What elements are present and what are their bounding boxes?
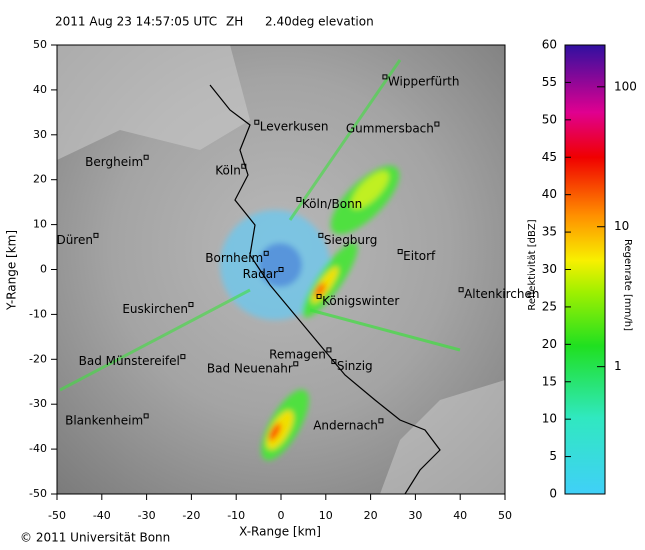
city-marker — [326, 347, 332, 353]
city-label: Sinzig — [337, 359, 373, 373]
colorbar-tick-label: 60 — [542, 38, 557, 52]
colorbar-tick-label: 30 — [542, 262, 557, 276]
city-marker — [434, 121, 440, 127]
y-axis-label: Y-Range [km] — [5, 230, 19, 311]
city-label: Bergheim — [85, 155, 143, 169]
city-marker — [143, 154, 149, 160]
y-tick-label: -50 — [29, 487, 47, 500]
city-label: Eitorf — [403, 249, 436, 263]
colorbar-tick-label: 10 — [542, 412, 557, 426]
city-marker — [382, 74, 388, 80]
city-label: Radar — [243, 267, 278, 281]
colorbar-y2-tick-label: 100 — [614, 79, 637, 93]
y-tick-label: -40 — [29, 442, 47, 455]
city-label: Andernach — [313, 418, 378, 432]
subtitle: ZH — [226, 15, 243, 29]
city-label: Wipperfürth — [388, 74, 460, 88]
city-label: Köln/Bonn — [302, 197, 362, 211]
colorbar-tick-label: 25 — [542, 299, 557, 313]
elevation: 2.40deg elevation — [265, 15, 374, 29]
river — [209, 84, 441, 494]
y-tick-label: 10 — [33, 218, 47, 231]
city-marker — [331, 359, 337, 365]
city-label: Euskirchen — [122, 302, 188, 316]
city-marker — [316, 293, 322, 299]
city-marker — [143, 413, 149, 419]
city-label: Gummersbach — [346, 122, 434, 136]
city-label: Blankenheim — [65, 413, 143, 427]
colorbar-tick-label: 0 — [549, 487, 557, 501]
city-label: Siegburg — [324, 233, 378, 247]
x-tick-label: 20 — [364, 509, 378, 522]
city-label: Bad Neuenahr — [207, 361, 293, 375]
terrain — [380, 380, 505, 494]
x-tick-label: -40 — [93, 509, 111, 522]
x-tick-label: 30 — [408, 509, 422, 522]
city-label: Königswinter — [322, 294, 399, 308]
y-tick-label: 50 — [33, 38, 47, 51]
city-label: Leverkusen — [260, 120, 329, 134]
y-tick-label: 0 — [40, 263, 47, 276]
colorbar — [564, 44, 606, 495]
colorbar-y2-tick-label: 10 — [614, 219, 629, 233]
city-label: Köln — [215, 164, 241, 178]
colorbar-tick-label: 45 — [542, 150, 557, 164]
x-tick-label: 10 — [319, 509, 333, 522]
city-marker — [458, 287, 464, 293]
colorbar-y2-label: Regenrate [mm/h] — [622, 239, 633, 331]
x-tick-label: 0 — [278, 509, 285, 522]
terrain — [57, 45, 250, 160]
city-marker — [263, 250, 269, 256]
colorbar-tick-label: 40 — [542, 187, 557, 201]
city-marker — [378, 418, 384, 424]
x-tick-label: -20 — [182, 509, 200, 522]
city-label: Altenkirchen — [464, 287, 539, 301]
city-label: Remagen — [269, 347, 326, 361]
city-label: Düren — [56, 233, 93, 247]
city-marker — [278, 267, 284, 272]
y-tick-label: 30 — [33, 128, 47, 141]
city-marker — [241, 163, 247, 169]
x-tick-label: -10 — [227, 509, 245, 522]
city-marker — [318, 232, 324, 238]
city-marker — [188, 302, 194, 308]
colorbar-tick-label: 35 — [542, 225, 557, 239]
y-tick-label: -30 — [29, 397, 47, 410]
footer: © 2011 Universität Bonn — [20, 531, 170, 545]
y-tick-label: 20 — [33, 173, 47, 186]
city-marker — [93, 232, 99, 238]
x-tick-label: 50 — [498, 509, 512, 522]
colorbar-y2-tick-label: 1 — [614, 359, 622, 373]
x-tick-label: -30 — [138, 509, 156, 522]
city-label: Bad Münstereifel — [79, 354, 180, 368]
y-tick-label: -10 — [29, 307, 47, 320]
map-area — [57, 45, 505, 494]
colorbar-tick-label: 20 — [542, 337, 557, 351]
city-marker — [254, 119, 260, 125]
colorbar-tick-label: 5 — [549, 449, 557, 463]
y-tick-label: -20 — [29, 352, 47, 365]
colorbar-label: Reflektivität [dBZ] — [527, 219, 538, 310]
colorbar-tick-label: 15 — [542, 374, 557, 388]
colorbar-tick-label: 55 — [542, 75, 557, 89]
city-marker — [293, 361, 299, 367]
city-marker — [180, 354, 186, 360]
x-axis-label: X-Range [km] — [239, 525, 321, 539]
x-tick-label: -50 — [48, 509, 66, 522]
title: 2011 Aug 23 14:57:05 UTC — [55, 15, 217, 29]
city-label: Bornheim — [205, 251, 263, 265]
echoes — [220, 165, 400, 461]
colorbar-tick-label: 50 — [542, 112, 557, 126]
y-tick-label: 40 — [33, 83, 47, 96]
x-tick-label: 40 — [453, 509, 467, 522]
city-marker — [397, 249, 403, 255]
city-marker — [296, 196, 302, 202]
